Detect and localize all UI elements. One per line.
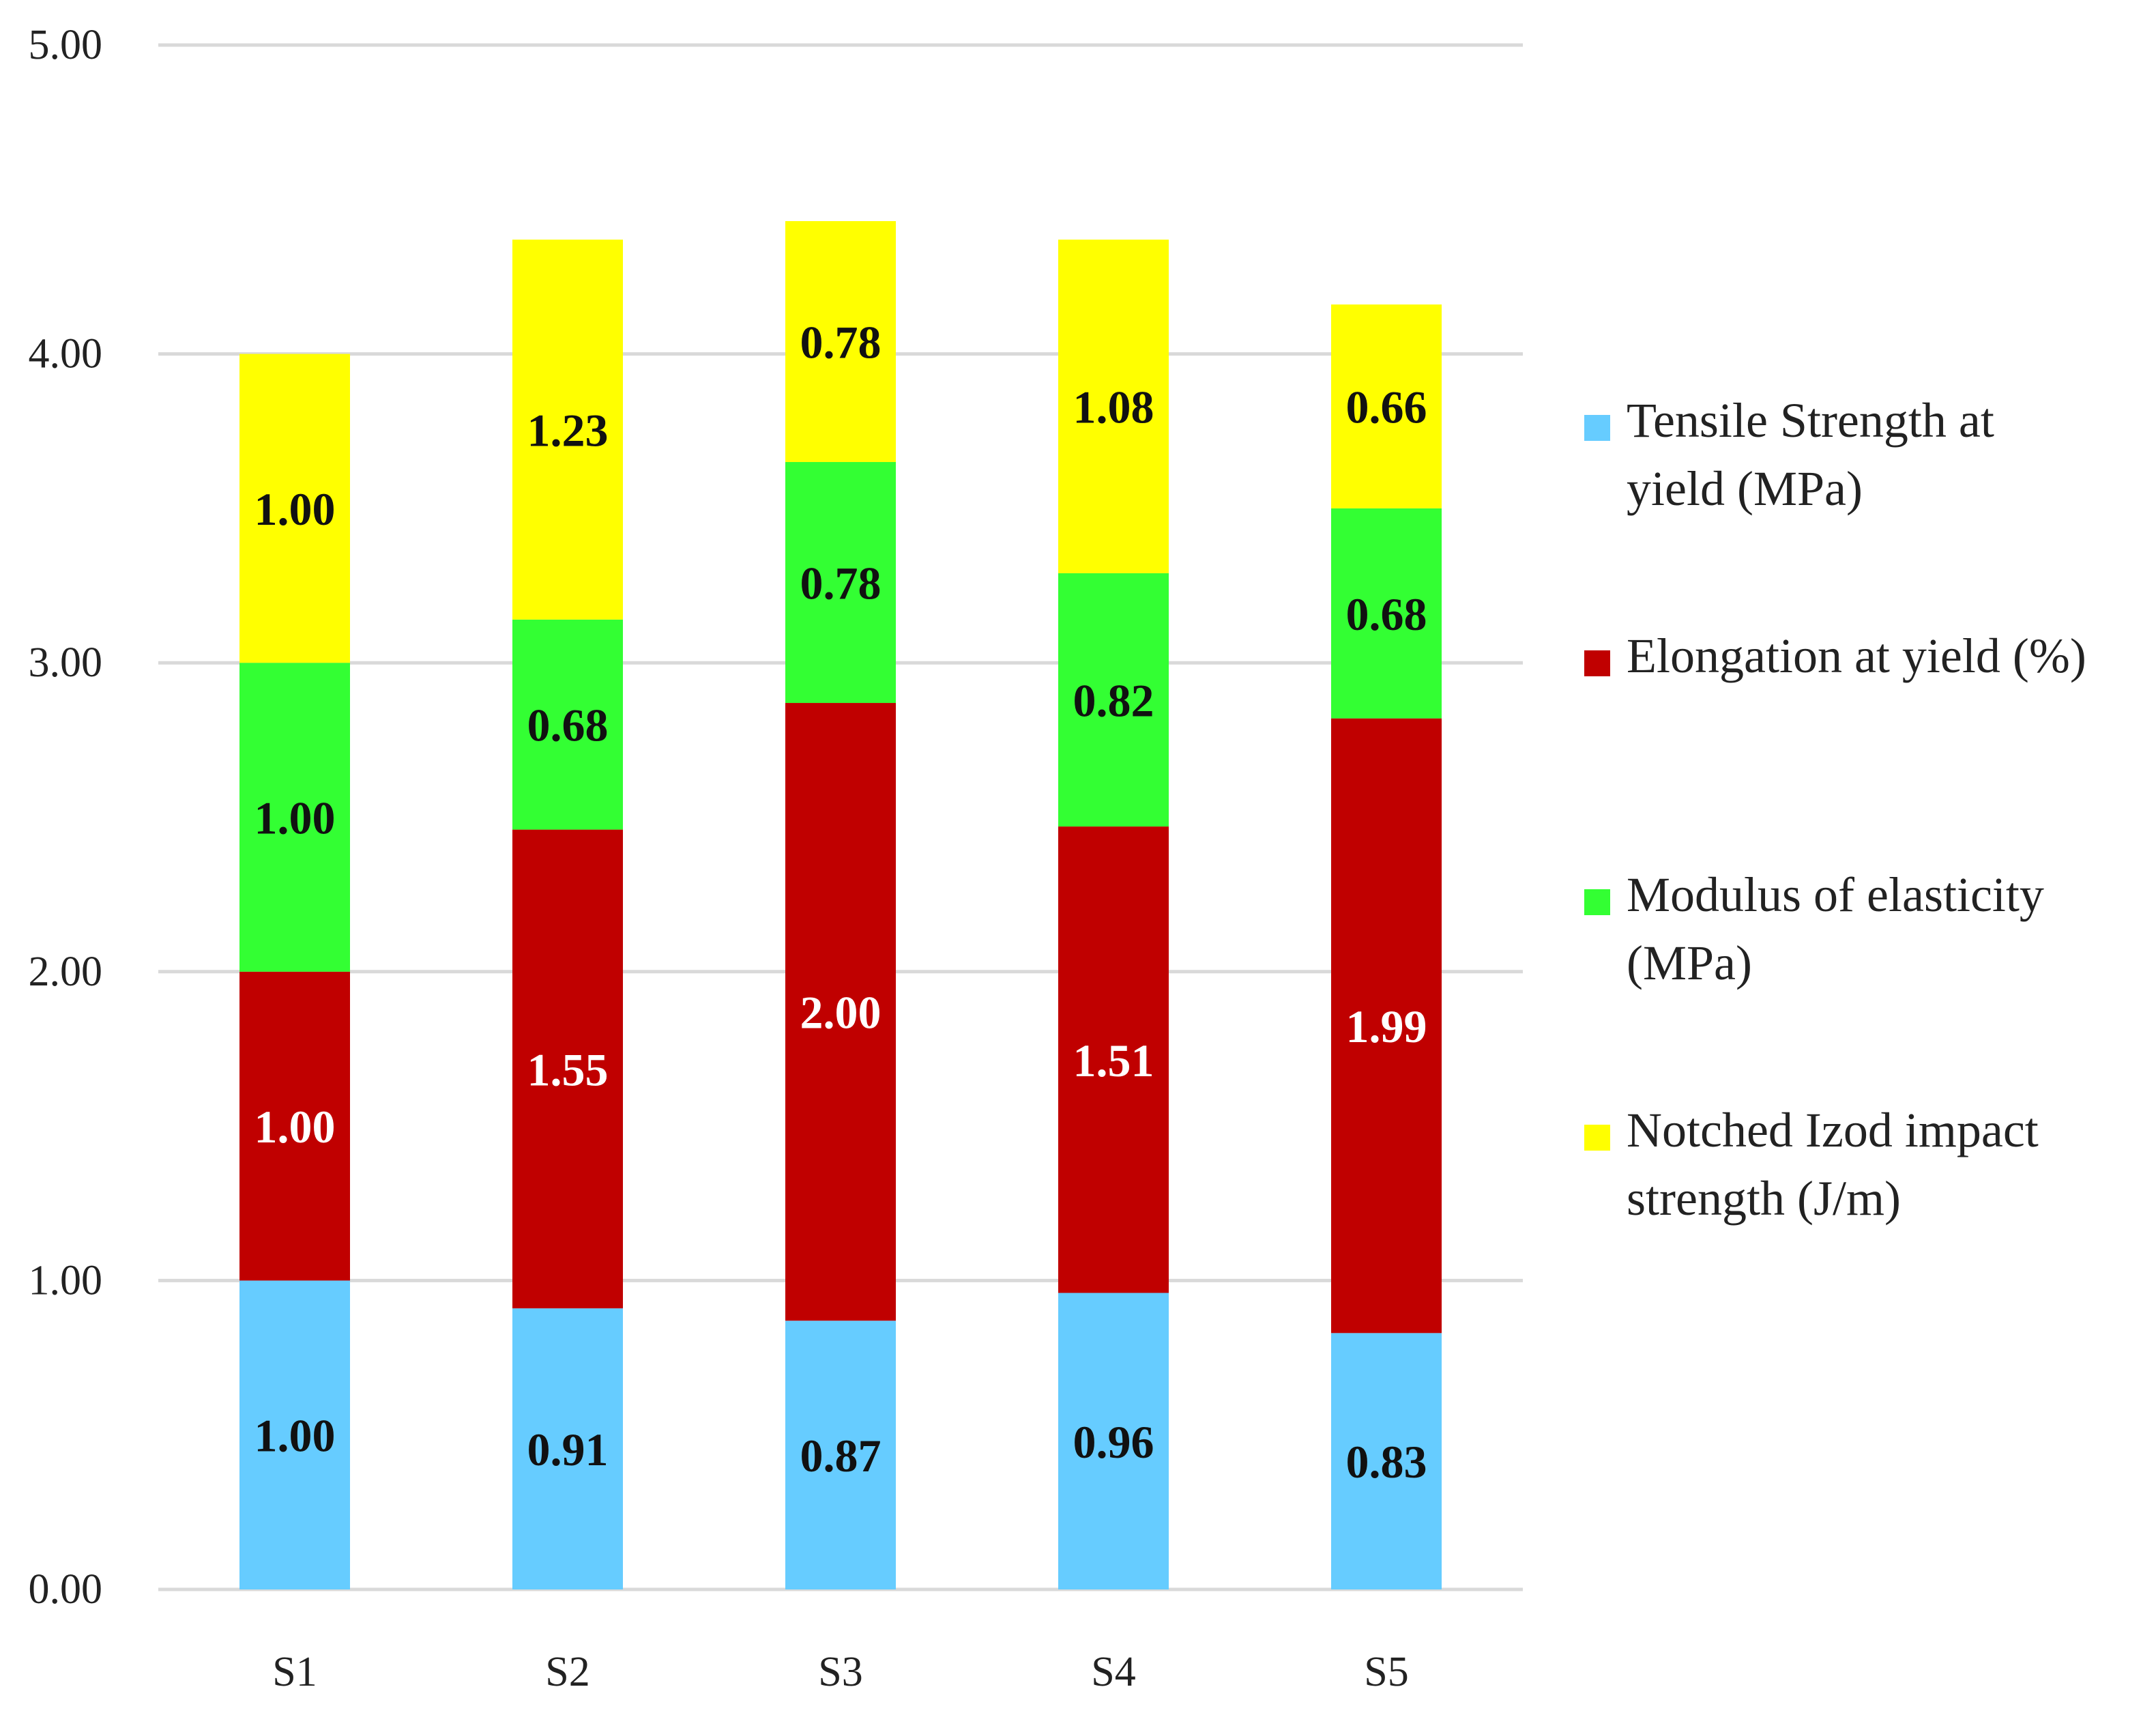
data-label: 0.87 xyxy=(800,1430,882,1482)
y-tick-label: 1.00 xyxy=(29,1257,103,1303)
y-tick-label: 4.00 xyxy=(29,331,103,377)
legend-label-line: yield (MPa) xyxy=(1627,461,1863,516)
bar-segment xyxy=(1058,573,1169,827)
y-tick-label: 2.00 xyxy=(29,949,103,995)
bar-segment xyxy=(512,240,623,620)
x-tick-label: S4 xyxy=(1091,1649,1135,1695)
x-axis: S1 S2 S3 S4 S5 xyxy=(272,1649,1408,1695)
bar-segment xyxy=(239,1280,350,1589)
bar-segment xyxy=(1331,1333,1442,1589)
bar-segment xyxy=(1058,826,1169,1293)
data-label: 2.00 xyxy=(800,987,882,1039)
x-tick-label: S2 xyxy=(545,1649,589,1695)
bar-segment xyxy=(239,663,350,972)
legend-swatch xyxy=(1584,415,1610,441)
data-label: 1.55 xyxy=(527,1043,609,1095)
data-label: 0.68 xyxy=(527,700,609,751)
bar-segment xyxy=(1331,508,1442,719)
x-tick-label: S5 xyxy=(1364,1649,1408,1695)
data-label: 1.00 xyxy=(254,792,336,844)
bar-segment xyxy=(785,220,896,463)
y-tick-label: 0.00 xyxy=(29,1566,103,1613)
data-label: 0.82 xyxy=(1073,675,1154,727)
y-axis: 0.00 1.00 2.00 3.00 4.00 5.00 xyxy=(29,22,103,1613)
bar-segment xyxy=(1331,304,1442,508)
y-tick-label: 3.00 xyxy=(29,639,103,686)
bar-segment xyxy=(785,462,896,704)
bar-segment xyxy=(1058,1293,1169,1589)
legend-swatch xyxy=(1584,889,1610,915)
data-label: 1.51 xyxy=(1073,1035,1154,1086)
data-label: 1.00 xyxy=(254,483,336,535)
data-label: 1.00 xyxy=(254,1101,336,1153)
legend: Tensile Strength at yield (MPa) Elongation… xyxy=(1584,393,2086,1226)
bar-segment xyxy=(512,619,623,830)
data-label: 0.91 xyxy=(527,1424,609,1475)
bar-segment xyxy=(785,703,896,1321)
bar-segment xyxy=(239,354,350,663)
data-label: 1.00 xyxy=(254,1410,336,1462)
legend-label: Elongation at yield (%) xyxy=(1627,629,2086,683)
bar-segment xyxy=(1058,240,1169,573)
bar-segment xyxy=(785,1321,896,1589)
data-label: 0.96 xyxy=(1073,1416,1154,1468)
legend-label-line: (MPa) xyxy=(1627,936,1752,990)
bar-segment xyxy=(512,1308,623,1589)
data-labels: 1.00 1.00 1.00 1.00 0.91 1.55 0.68 1.23 0.87 2.00… xyxy=(254,316,1427,1488)
legend-label-line: Notched Izod impact xyxy=(1627,1103,2039,1157)
data-label: 1.23 xyxy=(527,404,609,456)
bar-segment xyxy=(239,971,350,1281)
legend-swatch xyxy=(1584,650,1610,676)
bar-segment xyxy=(512,829,623,1309)
data-label: 0.68 xyxy=(1346,588,1427,640)
legend-label: Notched Izod impact strength (J/m) xyxy=(1627,1103,2039,1226)
data-label: 0.78 xyxy=(800,558,882,609)
legend-label-line: Modulus of elasticity xyxy=(1627,867,2044,922)
data-label: 0.78 xyxy=(800,316,882,368)
bar-segment xyxy=(1331,718,1442,1334)
legend-label: Modulus of elasticity (MPa) xyxy=(1627,867,2044,990)
legend-swatch xyxy=(1584,1125,1610,1151)
legend-label: Tensile Strength at yield (MPa) xyxy=(1627,393,1994,516)
data-label: 1.99 xyxy=(1346,1000,1427,1052)
legend-label-line: Tensile Strength at xyxy=(1627,393,1994,448)
x-tick-label: S3 xyxy=(818,1649,862,1695)
bars xyxy=(239,220,1442,1589)
data-label: 0.83 xyxy=(1346,1436,1427,1488)
data-label: 1.08 xyxy=(1073,381,1154,433)
data-label: 0.66 xyxy=(1346,381,1427,433)
x-tick-label: S1 xyxy=(272,1649,317,1695)
legend-label-line: Elongation at yield (%) xyxy=(1627,629,2086,683)
y-tick-label: 5.00 xyxy=(29,22,103,68)
legend-label-line: strength (J/m) xyxy=(1627,1171,1901,1226)
